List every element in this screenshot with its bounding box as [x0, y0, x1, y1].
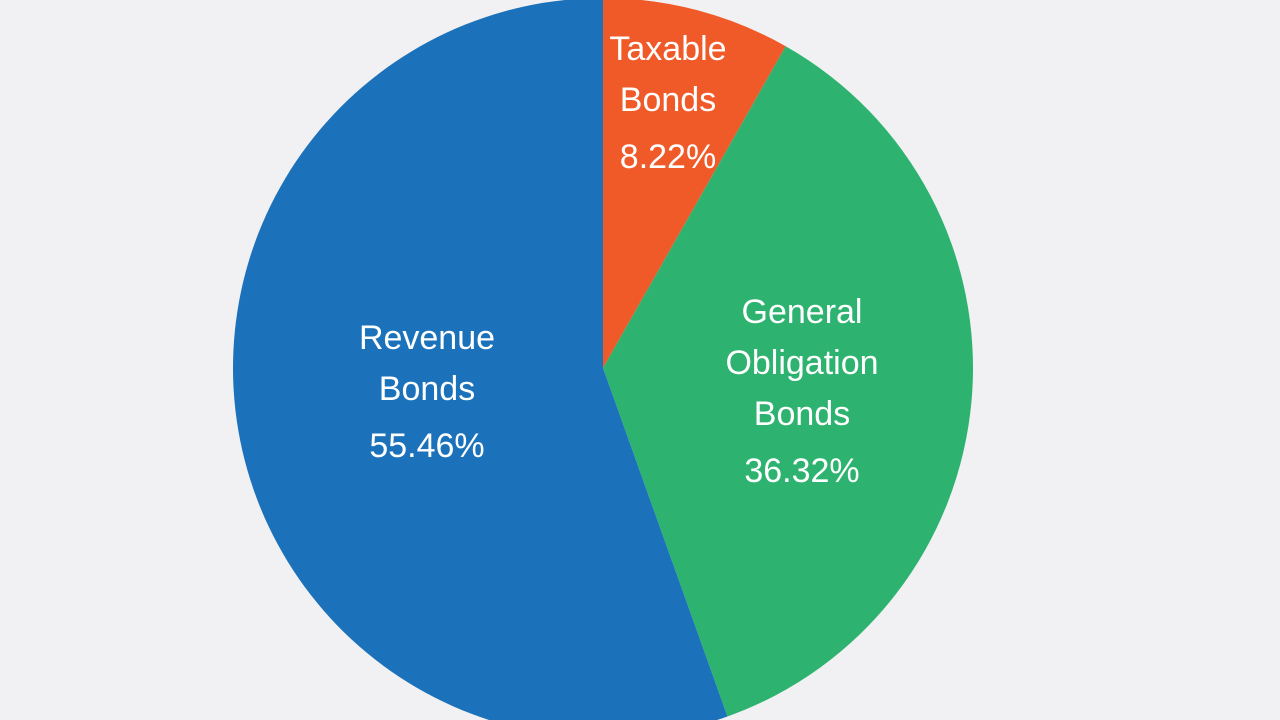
- slices-layer: [233, 0, 974, 720]
- slice-label-line: Obligation: [725, 344, 878, 382]
- slice-label-line: Bonds: [379, 370, 475, 408]
- slice-value-label: 55.46%: [369, 427, 484, 465]
- pie-slice-general-obligation-bonds: [603, 46, 974, 717]
- slice-label-line: Bonds: [620, 81, 716, 119]
- slice-value-label: 36.32%: [744, 452, 859, 490]
- slice-label-revenue-bonds: Revenue Bonds 55.46%: [359, 319, 495, 465]
- slice-label-line: Revenue: [359, 319, 495, 357]
- slice-label-line: Bonds: [754, 395, 850, 433]
- slice-label-line: General: [742, 293, 863, 331]
- slice-label-taxable-bonds: Taxable Bonds 8.22%: [609, 30, 726, 176]
- slice-value-label: 8.22%: [620, 138, 716, 176]
- labels-layer: Taxable Bonds 8.22% General Obligation Bonds 3…: [359, 30, 879, 490]
- slice-label-line: Taxable: [609, 30, 726, 68]
- slice-label-general-obligation-bonds: General Obligation Bonds 36.32%: [725, 293, 878, 490]
- pie-slice-taxable-bonds: [603, 0, 786, 368]
- pie-slice-revenue-bonds: [233, 0, 728, 720]
